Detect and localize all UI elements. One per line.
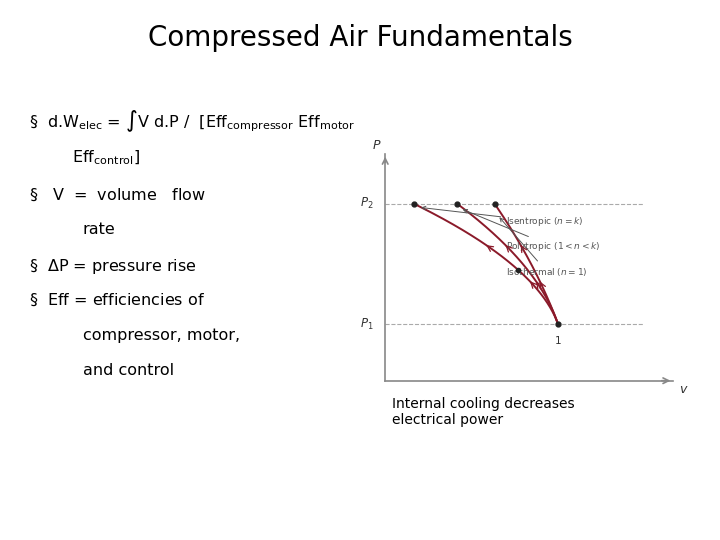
Text: $\S$  Eff = efficiencies of: $\S$ Eff = efficiencies of: [29, 292, 205, 308]
Text: rate: rate: [83, 222, 115, 238]
Text: Eff$_{\sf control}$]: Eff$_{\sf control}$]: [72, 148, 140, 167]
Text: Internal cooling decreases
electrical power: Internal cooling decreases electrical po…: [392, 397, 575, 427]
Text: $\S$   V  =  volume   flow: $\S$ V = volume flow: [29, 186, 206, 202]
Text: $\S$  $\Delta$P = pressure rise: $\S$ $\Delta$P = pressure rise: [29, 256, 197, 275]
Text: $P_2$: $P_2$: [360, 196, 374, 211]
Text: Isothermal ($n = 1$): Isothermal ($n = 1$): [500, 218, 588, 278]
Text: 1: 1: [554, 336, 562, 347]
Text: $v$: $v$: [679, 383, 688, 396]
Text: Polytropic ($1 < n < k$): Polytropic ($1 < n < k$): [464, 210, 600, 253]
Text: and control: and control: [83, 363, 174, 378]
Text: $\S$  d.W$_{\sf elec}$ = $\int$V d.P /  [Eff$_{\sf compressor}$ Eff$_{\sf motor}: $\S$ d.W$_{\sf elec}$ = $\int$V d.P / [E…: [29, 108, 355, 134]
Text: Compressed Air Fundamentals: Compressed Air Fundamentals: [148, 24, 572, 52]
Text: $P$: $P$: [372, 139, 382, 152]
Text: compressor, motor,: compressor, motor,: [83, 328, 240, 343]
Text: $P_1$: $P_1$: [360, 316, 374, 332]
Text: Isentropic ($n = k$): Isentropic ($n = k$): [422, 206, 584, 228]
